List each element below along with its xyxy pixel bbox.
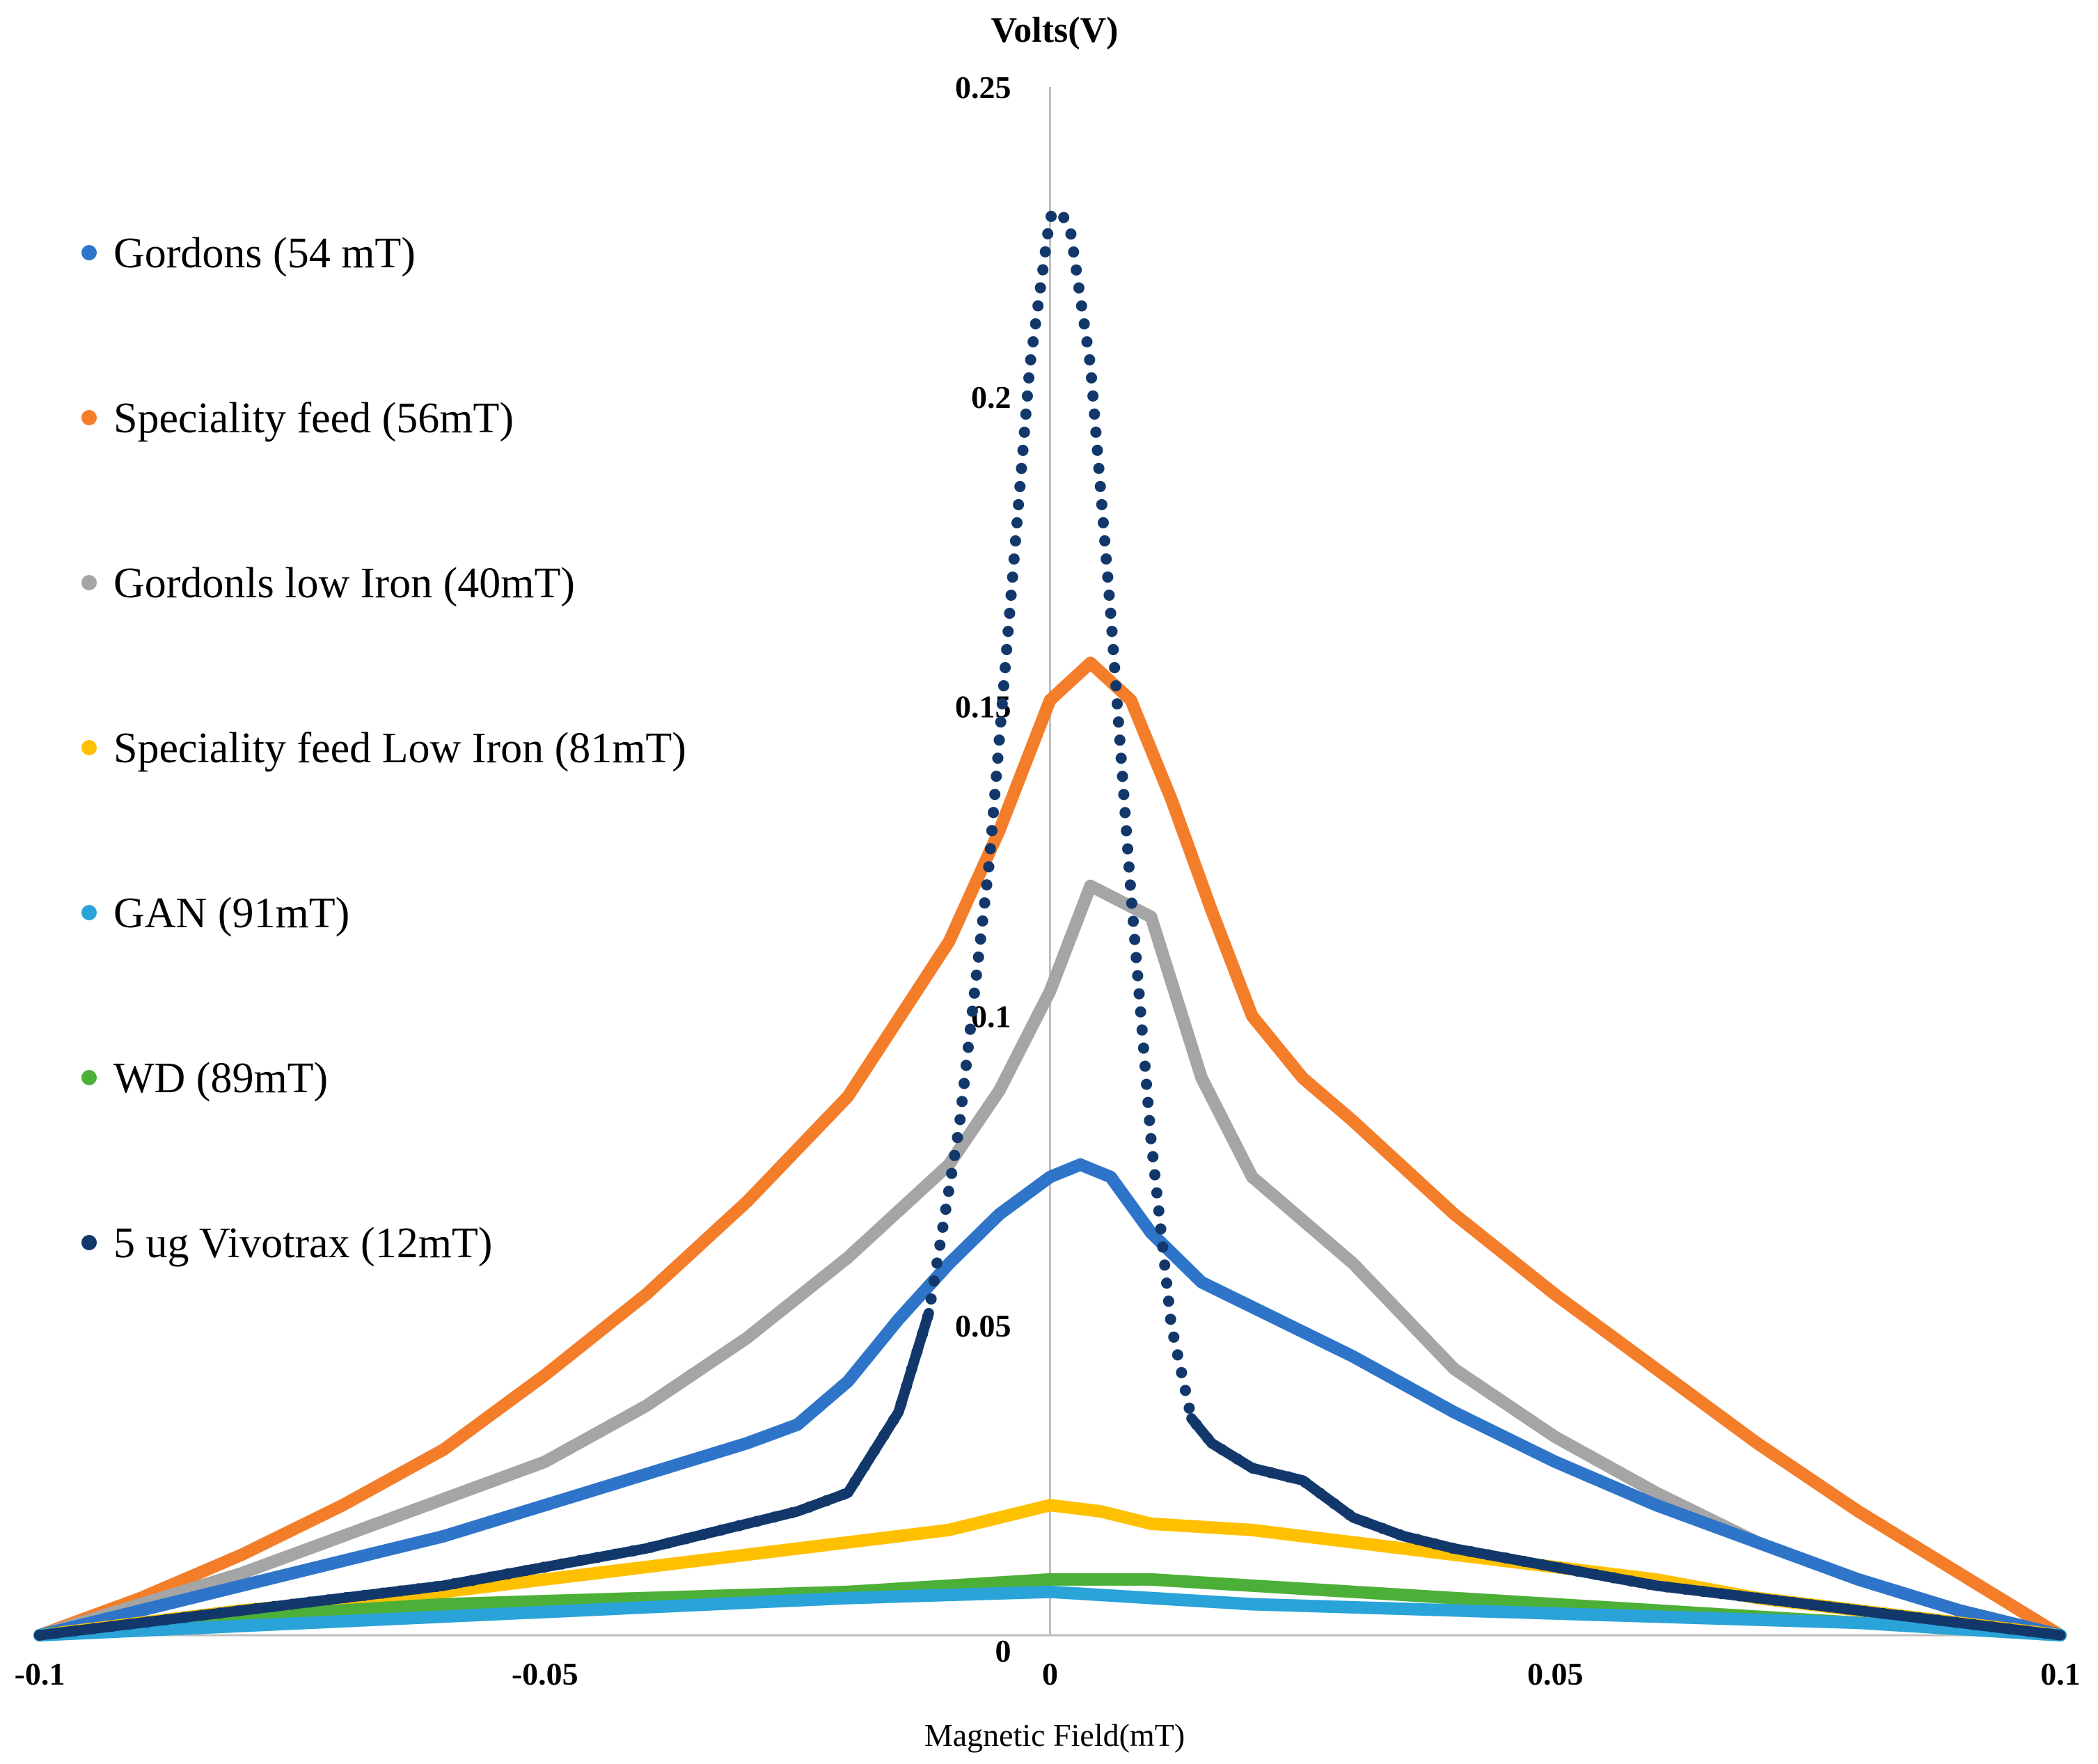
y-tick-label: 0.2	[971, 379, 1011, 415]
series-layer	[33, 205, 2067, 1641]
legend: Gordons (54 mT) Speciality feed (56mT) Gor…	[81, 230, 686, 1267]
y-tick-label: 0.05	[955, 1308, 1011, 1344]
legend-label: Gordons (54 mT)	[113, 230, 416, 277]
series-line-4	[33, 1585, 2067, 1641]
legend-label: 5 ug Vivotrax (12mT)	[113, 1220, 492, 1267]
y-axis-label: Volts(V)	[991, 10, 1119, 50]
legend-marker	[81, 905, 97, 920]
x-tick-label: 0	[1042, 1656, 1058, 1692]
x-tick-label: 0.1	[2040, 1656, 2081, 1692]
series-line-2	[33, 879, 2067, 1641]
legend-label: WD (89mT)	[113, 1055, 328, 1102]
legend-marker	[81, 740, 97, 755]
series-base-right-vivotrax	[1186, 1413, 2066, 1641]
legend-marker	[81, 575, 97, 590]
x-axis-label: Magnetic Field(mT)	[924, 1717, 1185, 1753]
series-line-1	[33, 656, 2067, 1641]
x-tick-label: -0.1	[15, 1656, 65, 1692]
legend-label: Speciality feed Low Iron (81mT)	[113, 725, 686, 772]
y-tick-label: 0.1	[971, 998, 1011, 1034]
legend-marker	[81, 245, 97, 260]
legend-marker	[81, 410, 97, 425]
x-tick-label: -0.05	[512, 1656, 578, 1692]
y-tick-label: 0	[995, 1633, 1011, 1669]
legend-label: Gordonls low Iron (40mT)	[113, 560, 575, 607]
x-tick-label: 0.05	[1527, 1656, 1584, 1692]
legend-marker	[81, 1070, 97, 1085]
y-tick-label: 0.25	[955, 70, 1011, 105]
legend-marker	[81, 1235, 97, 1250]
series-line-0	[33, 1158, 2067, 1641]
legend-label: Speciality feed (56mT)	[113, 395, 514, 442]
series-base-left-vivotrax	[34, 1307, 934, 1641]
legend-label: GAN (91mT)	[113, 890, 349, 937]
